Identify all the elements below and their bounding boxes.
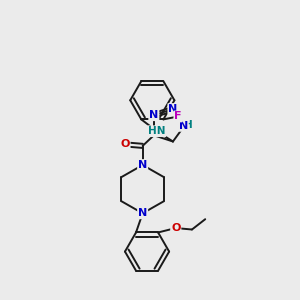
Text: H: H — [184, 120, 193, 130]
Text: HN: HN — [148, 126, 166, 136]
Text: N: N — [168, 104, 178, 114]
Text: N: N — [178, 121, 188, 131]
Text: N: N — [138, 160, 147, 170]
Text: N: N — [149, 110, 158, 120]
Text: O: O — [171, 223, 181, 233]
Text: F: F — [174, 112, 182, 122]
Text: N: N — [138, 208, 147, 218]
Text: O: O — [120, 140, 130, 149]
